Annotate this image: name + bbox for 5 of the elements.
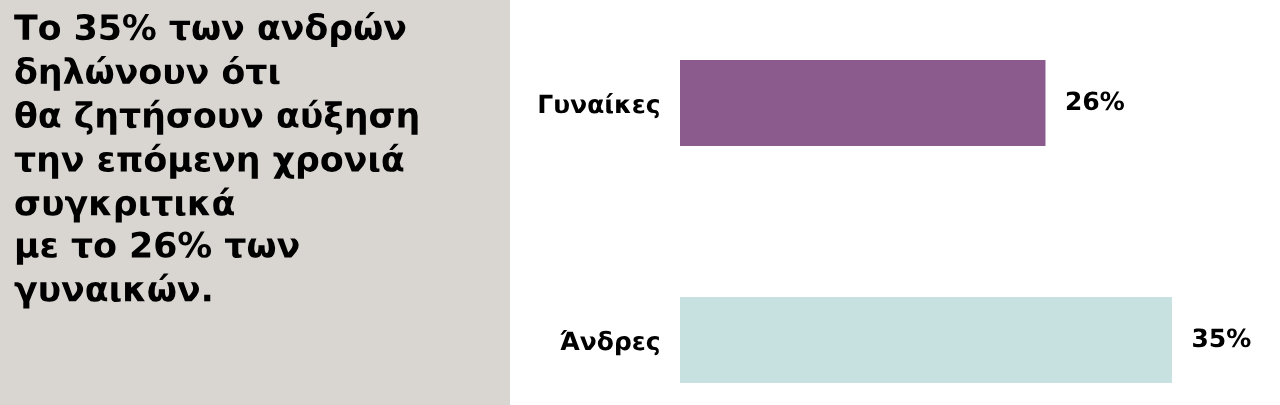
data-label: 26% [1066,91,1124,111]
y-tick-label: Άνδρες [560,330,659,356]
y-tick-label: Γυναίκες [539,93,659,119]
data-label: 35% [1193,328,1251,348]
text: Το 35% των ανδρών δηλώνουν ότι θα ζητήσουν αύξηση την επόμενη χρονιά συγκριτικά με το 26% των γυναικών. [14,12,418,309]
